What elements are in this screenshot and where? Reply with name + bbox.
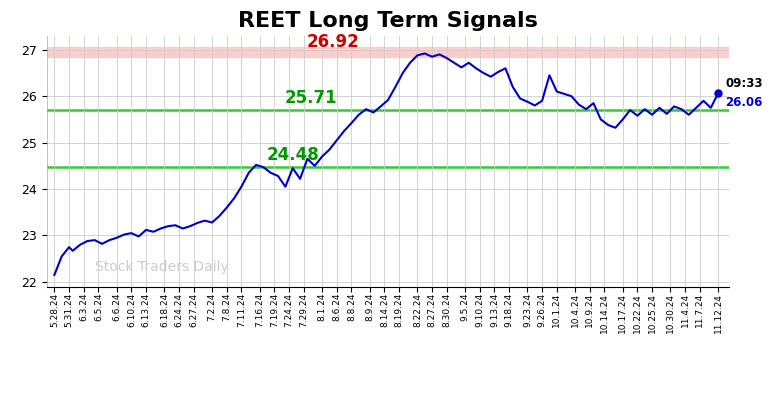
Text: Stock Traders Daily: Stock Traders Daily	[95, 260, 228, 274]
Text: 24.48: 24.48	[267, 146, 319, 164]
Text: 09:33: 09:33	[725, 77, 763, 90]
Text: 26.92: 26.92	[307, 33, 359, 51]
Text: 25.71: 25.71	[285, 89, 337, 107]
Text: 26.06: 26.06	[725, 96, 763, 109]
Title: REET Long Term Signals: REET Long Term Signals	[238, 12, 538, 31]
Bar	[47, 47, 729, 57]
